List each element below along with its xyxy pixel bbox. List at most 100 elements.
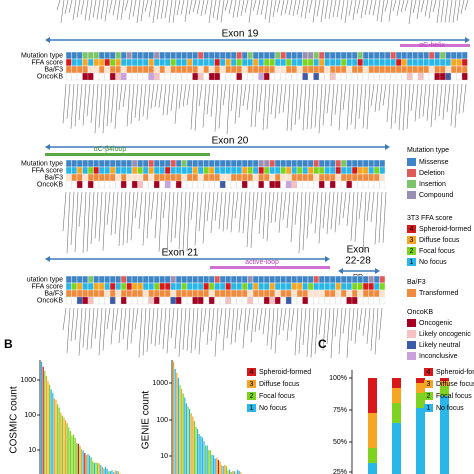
mutation-label (310, 191, 315, 224)
cell (192, 72, 199, 81)
cell (181, 289, 188, 298)
cell (203, 159, 210, 168)
mutation-label (202, 191, 207, 244)
mutation-label (322, 307, 327, 351)
mutation-label (130, 307, 135, 344)
legend-label: Diffuse focus (436, 381, 474, 388)
bar (203, 441, 205, 474)
mutation-label (104, 0, 109, 22)
cell (186, 72, 193, 81)
cell (131, 180, 138, 189)
cell (120, 296, 127, 305)
mutation-label (288, 0, 293, 16)
mutation-label (76, 0, 81, 18)
bar (73, 434, 75, 474)
cell (324, 72, 331, 81)
mutation-label (318, 307, 323, 335)
mutation-label (182, 191, 187, 252)
cell (280, 180, 287, 189)
legend-label: Focal focus (419, 248, 455, 255)
cell (351, 58, 358, 67)
mutation-label (88, 0, 93, 21)
cell (71, 65, 78, 74)
mutation-label (266, 191, 271, 242)
mutation-label (110, 191, 115, 236)
cell (351, 296, 358, 305)
cell (269, 296, 276, 305)
row-label: Ba/F3 (44, 174, 63, 181)
cell (280, 296, 287, 305)
mutation-label (154, 307, 159, 347)
cell (263, 275, 270, 284)
mutation-label (380, 0, 385, 23)
bar (176, 372, 178, 474)
cell (164, 289, 171, 298)
cell (219, 166, 226, 175)
cell (291, 159, 298, 168)
mutation-label (312, 0, 317, 23)
bar (240, 472, 242, 474)
cell (71, 296, 78, 305)
cell (401, 65, 408, 74)
cell (247, 296, 254, 305)
bar (108, 471, 110, 474)
bar (92, 461, 94, 474)
legend-number: 3 (250, 381, 254, 388)
cell (263, 296, 270, 305)
bar (68, 427, 70, 474)
cell (109, 296, 116, 305)
cell (120, 58, 127, 67)
cell (346, 65, 353, 74)
cell (324, 166, 331, 175)
cell (285, 289, 292, 298)
cell (65, 180, 72, 189)
bar (233, 471, 235, 474)
cell (456, 58, 463, 67)
cell (104, 275, 111, 284)
cell (357, 282, 364, 291)
tick-label: 75% (333, 407, 347, 414)
cell (153, 289, 160, 298)
cell (291, 58, 298, 67)
domain-bar (45, 153, 210, 156)
bar (211, 454, 213, 474)
mutation-label (410, 83, 415, 112)
cell (208, 282, 215, 291)
cell (109, 72, 116, 81)
mutation-label (214, 191, 219, 221)
cell (428, 51, 435, 60)
mutation-label (166, 83, 171, 116)
mutation-label (276, 0, 281, 13)
cell (263, 51, 270, 60)
mutation-label (246, 83, 251, 111)
cell (291, 166, 298, 175)
cell (313, 282, 320, 291)
cell (153, 296, 160, 305)
mutation-label (454, 83, 459, 128)
cell (159, 180, 166, 189)
cell (93, 173, 100, 182)
mutation-label (458, 83, 463, 114)
mutation-label (208, 0, 213, 24)
cell (164, 180, 171, 189)
cell (368, 58, 375, 67)
legend-swatch (407, 247, 416, 255)
cell (219, 72, 226, 81)
bar (205, 445, 207, 474)
cell (329, 180, 336, 189)
cell (87, 296, 94, 305)
cell (318, 180, 325, 189)
bar (87, 454, 89, 474)
cell (285, 159, 292, 168)
legend-swatch (407, 330, 416, 338)
cell (214, 58, 221, 67)
cell (252, 289, 259, 298)
mutation-label (338, 191, 343, 226)
cell (142, 72, 149, 81)
cell (65, 51, 72, 60)
cell (373, 173, 380, 182)
cell (291, 275, 298, 284)
cell (76, 180, 83, 189)
cell (357, 72, 364, 81)
cell (230, 296, 237, 305)
